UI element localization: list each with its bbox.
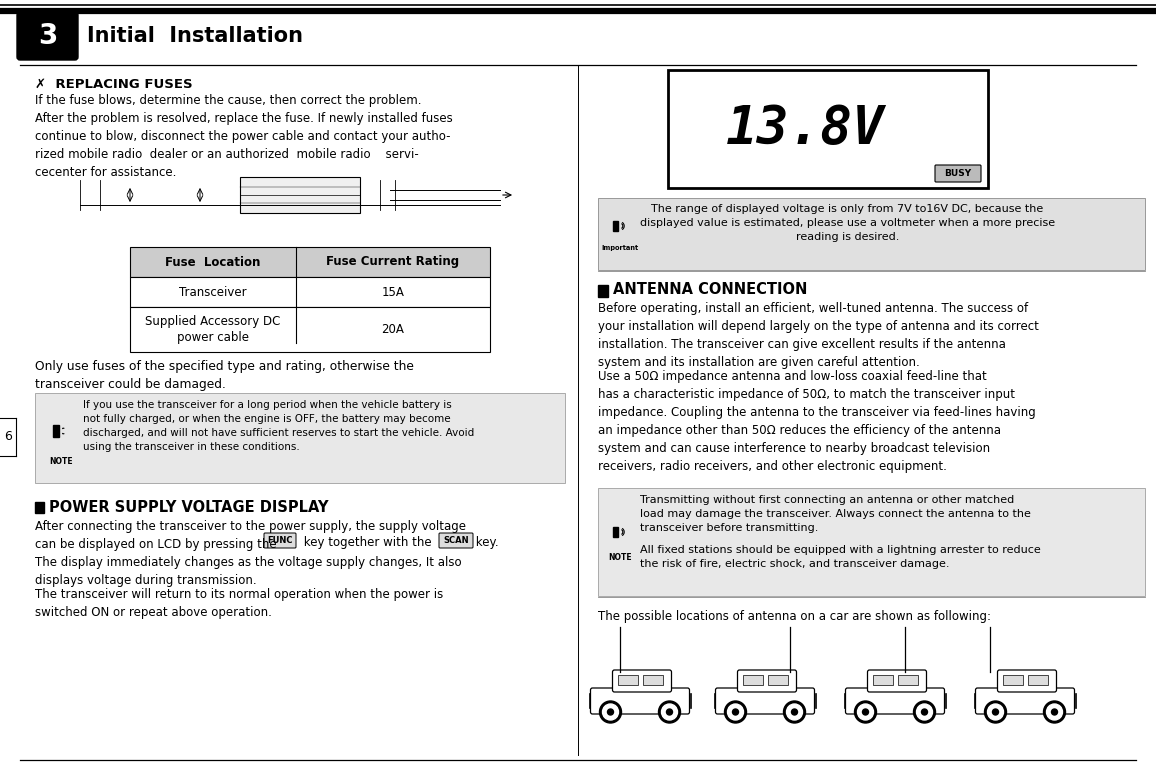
- Text: Supplied Accessory DC
power cable: Supplied Accessory DC power cable: [146, 315, 281, 344]
- Circle shape: [987, 704, 1003, 720]
- FancyBboxPatch shape: [976, 688, 1074, 714]
- Text: Initial  Installation: Initial Installation: [87, 26, 303, 46]
- FancyBboxPatch shape: [53, 425, 59, 437]
- Circle shape: [600, 701, 622, 723]
- Text: Only use fuses of the specified type and rating, otherwise the
transceiver could: Only use fuses of the specified type and…: [35, 360, 414, 391]
- FancyBboxPatch shape: [591, 688, 689, 714]
- Circle shape: [608, 709, 614, 715]
- FancyBboxPatch shape: [613, 670, 672, 692]
- Text: The range of displayed voltage is only from 7V to16V DC, because the
displayed v: The range of displayed voltage is only f…: [640, 204, 1055, 242]
- Circle shape: [921, 709, 927, 715]
- Bar: [742, 675, 763, 685]
- Bar: [617, 675, 637, 685]
- FancyBboxPatch shape: [716, 688, 815, 714]
- FancyBboxPatch shape: [998, 670, 1057, 692]
- Text: If the fuse blows, determine the cause, then correct the problem.
After the prob: If the fuse blows, determine the cause, …: [35, 94, 453, 179]
- FancyBboxPatch shape: [867, 670, 926, 692]
- Bar: [668, 70, 988, 188]
- Text: 13.8V: 13.8V: [726, 103, 885, 155]
- Circle shape: [985, 701, 1007, 723]
- FancyBboxPatch shape: [264, 533, 296, 548]
- FancyBboxPatch shape: [845, 688, 944, 714]
- Text: ANTENNA CONNECTION: ANTENNA CONNECTION: [613, 282, 807, 297]
- Circle shape: [913, 701, 935, 723]
- Text: The possible locations of antenna on a car are shown as following:: The possible locations of antenna on a c…: [598, 610, 991, 623]
- FancyBboxPatch shape: [439, 533, 473, 548]
- Text: Use a 50Ω impedance antenna and low-loss coaxial feed-line that
has a characteri: Use a 50Ω impedance antenna and low-loss…: [598, 370, 1036, 473]
- Text: SCAN: SCAN: [443, 536, 469, 545]
- Text: ✗  REPLACING FUSES: ✗ REPLACING FUSES: [35, 78, 193, 91]
- Circle shape: [1044, 701, 1066, 723]
- Circle shape: [854, 701, 876, 723]
- Circle shape: [784, 701, 806, 723]
- Circle shape: [993, 709, 999, 715]
- FancyBboxPatch shape: [738, 670, 796, 692]
- Bar: [598, 285, 608, 297]
- Text: Transmitting without first connecting an antenna or other matched
load may damag: Transmitting without first connecting an…: [640, 495, 1031, 533]
- Text: If you use the transceiver for a long period when the vehicle battery is
not ful: If you use the transceiver for a long pe…: [83, 400, 474, 451]
- Bar: [240, 177, 360, 213]
- Circle shape: [792, 709, 798, 715]
- Text: Fuse Current Rating: Fuse Current Rating: [326, 256, 459, 269]
- Bar: [35, 502, 44, 513]
- Circle shape: [1046, 704, 1062, 720]
- Bar: [873, 675, 892, 685]
- Circle shape: [727, 704, 743, 720]
- Text: NOTE: NOTE: [50, 457, 73, 465]
- Text: 15A: 15A: [381, 285, 405, 298]
- Text: After connecting the transceiver to the power supply, the supply voltage
can be : After connecting the transceiver to the …: [35, 520, 466, 551]
- Text: NOTE: NOTE: [608, 553, 632, 563]
- Circle shape: [602, 704, 618, 720]
- Circle shape: [725, 701, 747, 723]
- Bar: [35, 393, 565, 483]
- Text: Fuse  Location: Fuse Location: [165, 256, 260, 269]
- Circle shape: [858, 704, 874, 720]
- Text: BUSY: BUSY: [944, 169, 971, 178]
- Text: key.: key.: [472, 536, 498, 549]
- Text: The display immediately changes as the voltage supply changes, It also
displays : The display immediately changes as the v…: [35, 556, 461, 587]
- Text: Important: Important: [601, 245, 638, 251]
- Text: FUNC: FUNC: [267, 536, 292, 545]
- FancyBboxPatch shape: [613, 221, 618, 231]
- Bar: [598, 488, 1144, 596]
- FancyBboxPatch shape: [17, 12, 77, 60]
- Circle shape: [1052, 709, 1058, 715]
- Circle shape: [862, 709, 868, 715]
- Bar: [598, 198, 1144, 270]
- Text: 6: 6: [5, 430, 12, 444]
- Text: Transceiver: Transceiver: [179, 285, 246, 298]
- Bar: [643, 675, 662, 685]
- FancyBboxPatch shape: [935, 165, 981, 182]
- Text: 3: 3: [38, 22, 57, 50]
- Bar: [1002, 675, 1023, 685]
- Bar: [129, 247, 490, 277]
- Bar: [129, 307, 490, 352]
- Circle shape: [667, 709, 673, 715]
- Text: The transceiver will return to its normal operation when the power is
switched O: The transceiver will return to its norma…: [35, 588, 443, 619]
- Text: key together with the: key together with the: [301, 536, 431, 549]
- FancyBboxPatch shape: [613, 527, 618, 537]
- Bar: [768, 675, 787, 685]
- Circle shape: [917, 704, 933, 720]
- Text: POWER SUPPLY VOLTAGE DISPLAY: POWER SUPPLY VOLTAGE DISPLAY: [49, 500, 328, 515]
- Circle shape: [733, 709, 739, 715]
- Text: All fixed stations should be equipped with a lightning arrester to reduce
the ri: All fixed stations should be equipped wi…: [640, 545, 1040, 569]
- Text: Before operating, install an efficient, well-tuned antenna. The success of
your : Before operating, install an efficient, …: [598, 302, 1039, 369]
- Text: 20A: 20A: [381, 323, 405, 336]
- Bar: [897, 675, 918, 685]
- Circle shape: [786, 704, 802, 720]
- Circle shape: [659, 701, 681, 723]
- Bar: [1028, 675, 1047, 685]
- Circle shape: [661, 704, 677, 720]
- Bar: [129, 277, 490, 307]
